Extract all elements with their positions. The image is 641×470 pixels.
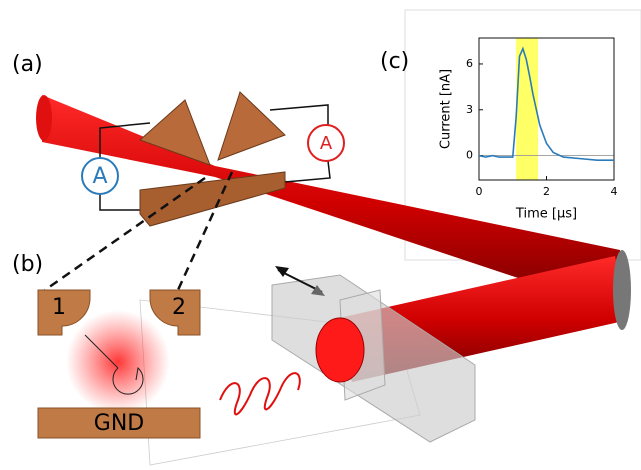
- zoom-line: [44, 176, 206, 292]
- arrowhead: [311, 285, 325, 296]
- ammeter-label: A: [320, 133, 333, 154]
- ammeter: [81, 157, 119, 195]
- panel-label: (b): [12, 252, 43, 277]
- y-tick-label: 0: [466, 149, 473, 162]
- laser-beam: [42, 95, 620, 312]
- ammeter-label: A: [92, 164, 107, 189]
- wire: [269, 104, 329, 125]
- y-tick-label: 6: [466, 57, 473, 70]
- y-axis-label: Current [nA]: [439, 69, 454, 149]
- x-tick-label: 0: [476, 185, 483, 198]
- data-line: [478, 46, 614, 161]
- highlight-band: [516, 38, 539, 180]
- polarization-spiral: [219, 372, 301, 416]
- glow: [66, 310, 170, 414]
- electrode-label: 1: [52, 295, 66, 320]
- mirror: [613, 250, 631, 330]
- electrode-1: [37, 289, 91, 336]
- trajectory: [84, 334, 144, 395]
- ground-bar: [139, 171, 286, 227]
- beam-cap: [315, 317, 365, 383]
- x-tick-label: 2: [543, 185, 550, 198]
- wire: [99, 122, 151, 158]
- beam-end: [36, 95, 52, 141]
- arrowhead: [275, 266, 289, 277]
- plot-frame: [478, 37, 615, 181]
- electrode-label: 2: [172, 295, 186, 320]
- gnd-label: GND: [94, 411, 144, 436]
- gnd-electrode: [37, 407, 201, 439]
- inset-chart: 0 3 6 0 2 4 Time [µs] Current [nA]: [439, 37, 618, 222]
- panel-label: (a): [12, 52, 43, 77]
- x-tick-label: 4: [611, 185, 618, 198]
- electrode: [139, 99, 211, 166]
- electrode: [217, 91, 286, 161]
- wire: [99, 194, 145, 211]
- panel-label: (c): [380, 49, 409, 74]
- electrode-2: [149, 289, 201, 336]
- x-axis-label: Time [µs]: [515, 207, 577, 222]
- wire: [284, 160, 331, 183]
- translation-arrow: [277, 269, 323, 293]
- y-tick-label: 3: [466, 103, 473, 116]
- zoom-line: [176, 171, 234, 291]
- ammeter: [307, 124, 345, 162]
